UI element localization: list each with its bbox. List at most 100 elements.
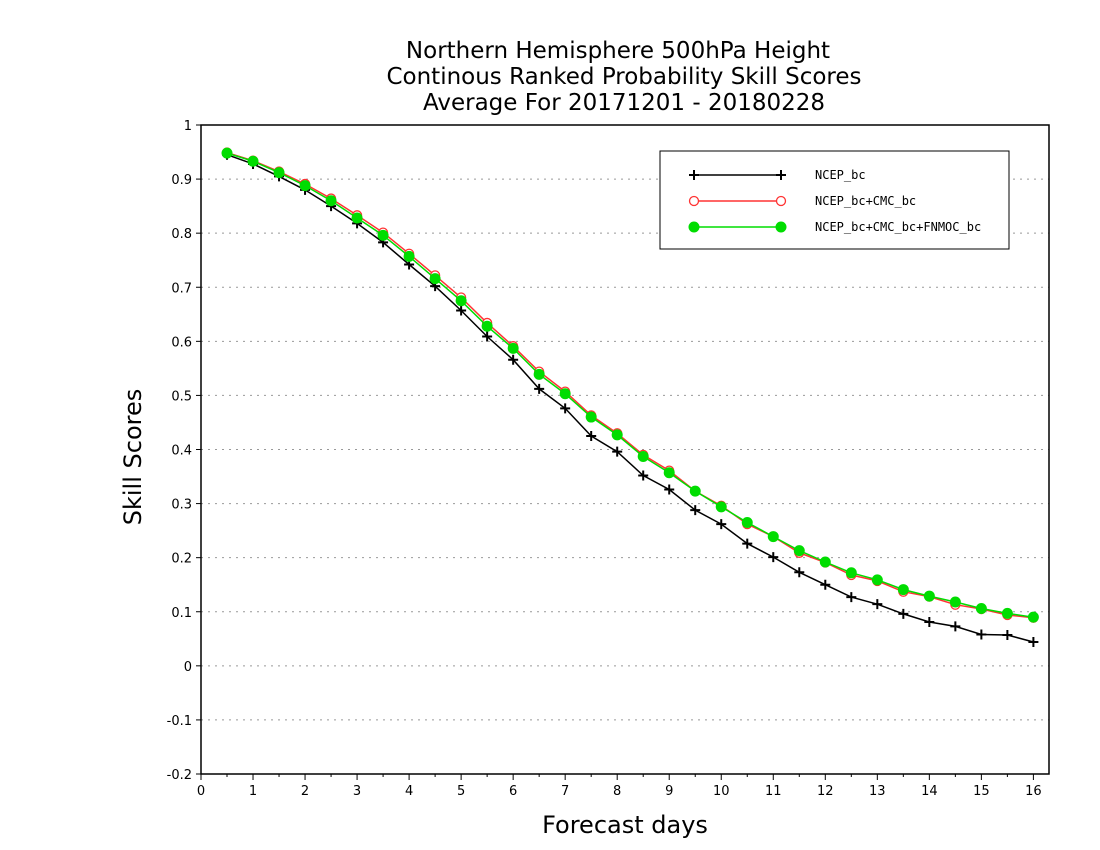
data-point bbox=[1001, 607, 1013, 619]
data-point bbox=[924, 617, 935, 628]
legend-marker bbox=[776, 170, 786, 180]
x-tick-label: 14 bbox=[921, 784, 938, 799]
data-point bbox=[664, 484, 675, 495]
title-line-1: Northern Hemisphere 500hPa Height bbox=[406, 38, 830, 64]
series-3 bbox=[221, 147, 1039, 623]
data-point bbox=[533, 368, 545, 380]
title-line-3: Average For 20171201 - 20180228 bbox=[423, 90, 825, 116]
data-point bbox=[1028, 637, 1039, 648]
x-tick-label: 11 bbox=[765, 784, 782, 799]
data-point bbox=[742, 538, 753, 549]
data-point bbox=[950, 621, 961, 632]
x-tick-label: 12 bbox=[817, 784, 834, 799]
x-tick-label: 4 bbox=[405, 784, 413, 799]
data-point bbox=[1027, 611, 1039, 623]
data-point bbox=[689, 485, 701, 497]
data-point bbox=[221, 147, 233, 159]
x-tick-label: 10 bbox=[713, 784, 730, 799]
y-tick-label: -0.2 bbox=[167, 768, 192, 783]
data-point bbox=[247, 155, 259, 167]
legend-box bbox=[659, 150, 1010, 250]
x-tick-label: 13 bbox=[869, 784, 886, 799]
y-tick-label: 0.6 bbox=[171, 335, 192, 350]
y-tick-label: 0.3 bbox=[171, 498, 192, 513]
data-point bbox=[560, 403, 571, 414]
y-tick-label: 0.5 bbox=[171, 389, 192, 404]
data-point bbox=[897, 584, 909, 596]
gridlines bbox=[201, 178, 1049, 721]
data-point bbox=[846, 592, 857, 603]
data-point bbox=[1002, 630, 1013, 641]
y-tick-label: 0.7 bbox=[171, 281, 192, 296]
data-point bbox=[845, 567, 857, 579]
data-point bbox=[637, 451, 649, 463]
y-axis-title: Skill Scores bbox=[119, 389, 147, 526]
plot-frame bbox=[200, 124, 1050, 775]
legend-marker bbox=[688, 221, 700, 233]
legend-entry-3: NCEP_bc+CMC_bc+FNMOC_bc bbox=[688, 220, 981, 234]
x-tick-label: 15 bbox=[973, 784, 990, 799]
data-point bbox=[793, 545, 805, 557]
x-tick-label: 9 bbox=[665, 784, 673, 799]
data-point bbox=[325, 195, 337, 207]
x-tick-label: 5 bbox=[457, 784, 465, 799]
data-point bbox=[403, 250, 415, 262]
data-point bbox=[638, 470, 649, 481]
legend-marker bbox=[775, 195, 787, 207]
data-point bbox=[975, 603, 987, 615]
series-layer bbox=[221, 147, 1039, 648]
x-tick-label: 16 bbox=[1025, 784, 1042, 799]
data-point bbox=[585, 411, 597, 423]
data-point bbox=[690, 505, 701, 516]
data-point bbox=[741, 517, 753, 529]
series-1 bbox=[222, 149, 1039, 648]
x-tick-label: 1 bbox=[249, 784, 257, 799]
data-point bbox=[611, 429, 623, 441]
data-point bbox=[299, 180, 311, 192]
legend-marker bbox=[689, 170, 699, 180]
data-point bbox=[768, 552, 779, 563]
x-tick-label: 6 bbox=[509, 784, 517, 799]
legend-entry-2: NCEP_bc+CMC_bc bbox=[688, 194, 916, 208]
data-point bbox=[612, 446, 623, 457]
x-tick-label: 2 bbox=[301, 784, 309, 799]
x-tick-label: 3 bbox=[353, 784, 361, 799]
legend-label: NCEP_bc+CMC_bc+FNMOC_bc bbox=[815, 220, 981, 234]
data-point bbox=[976, 629, 987, 640]
x-tick-label: 0 bbox=[197, 784, 205, 799]
data-point bbox=[586, 430, 597, 441]
y-tick-label: 1 bbox=[184, 119, 192, 134]
y-tick-label: 0.8 bbox=[171, 227, 192, 242]
x-axis-title: Forecast days bbox=[542, 811, 708, 839]
data-point bbox=[767, 531, 779, 543]
data-point bbox=[507, 342, 519, 354]
data-point bbox=[481, 320, 493, 332]
data-point bbox=[820, 579, 831, 590]
legend-label: NCEP_bc+CMC_bc bbox=[815, 194, 916, 208]
chart-title: Northern Hemisphere 500hPa Height Contin… bbox=[386, 38, 861, 116]
title-line-2: Continous Ranked Probability Skill Score… bbox=[386, 64, 861, 90]
data-point bbox=[716, 519, 727, 530]
x-tick-label: 7 bbox=[561, 784, 569, 799]
data-point bbox=[482, 331, 493, 342]
data-point bbox=[559, 388, 571, 400]
data-point bbox=[923, 590, 935, 602]
data-point bbox=[534, 383, 545, 394]
data-point bbox=[819, 556, 831, 568]
axes: -0.2-0.100.10.20.30.40.50.60.70.80.910 1 2… bbox=[167, 119, 1042, 799]
legend-label: NCEP_bc bbox=[815, 168, 866, 182]
y-tick-label: -0.1 bbox=[167, 714, 192, 729]
data-point bbox=[508, 354, 519, 365]
data-point bbox=[872, 599, 883, 610]
legend-marker bbox=[688, 195, 700, 207]
data-point bbox=[377, 229, 389, 241]
data-point bbox=[273, 167, 285, 179]
data-point bbox=[949, 596, 961, 608]
y-tick-label: 0 bbox=[184, 660, 192, 675]
data-point bbox=[794, 567, 805, 578]
data-point bbox=[871, 574, 883, 586]
legend: NCEP_bc NCEP_bc+CMC_bc NCEP_bc+CMC_bc+FNMO… bbox=[659, 150, 1010, 250]
legend-marker bbox=[775, 221, 787, 233]
data-point bbox=[351, 212, 363, 224]
